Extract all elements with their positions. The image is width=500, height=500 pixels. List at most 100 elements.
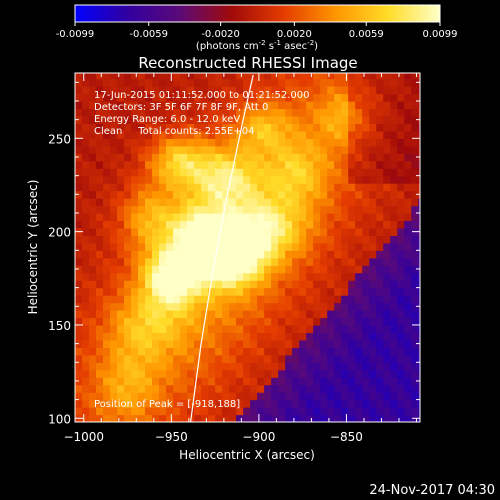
heatmap-cell (299, 130, 307, 139)
heatmap-cell (194, 317, 202, 326)
heatmap-cell (355, 145, 363, 154)
heatmap-cell (124, 250, 132, 259)
heatmap-cell (145, 369, 153, 378)
heatmap-cell (89, 384, 97, 393)
heatmap-cell (159, 392, 167, 401)
heatmap-cell (229, 73, 237, 80)
heatmap-cell (215, 86, 223, 95)
heatmap-cell (390, 145, 398, 154)
heatmap-cell (383, 100, 391, 110)
heatmap-cell (355, 190, 363, 199)
heatmap-cell (271, 407, 279, 416)
heatmap-cell (362, 212, 370, 222)
heatmap-cell (229, 205, 237, 214)
heatmap-cell (264, 153, 272, 162)
heatmap-cell (320, 407, 328, 416)
heatmap-cell (362, 160, 370, 169)
heatmap-cell (285, 392, 293, 401)
heatmap-cell (131, 212, 139, 222)
heatmap-cell (341, 310, 349, 319)
heatmap-cell (194, 220, 202, 229)
heatmap-cell (383, 78, 391, 87)
heatmap-cell (257, 265, 265, 274)
heatmap-cell (348, 272, 356, 281)
heatmap-cell (131, 332, 139, 341)
heatmap-cell (159, 123, 167, 132)
heatmap-cell (82, 362, 90, 371)
heatmap-cell (243, 235, 251, 244)
heatmap-cell (355, 392, 363, 401)
heatmap-cell (82, 190, 90, 199)
heatmap-cell (131, 198, 139, 207)
heatmap-cell (320, 250, 328, 259)
heatmap-cell (376, 153, 384, 162)
heatmap-cell (201, 153, 209, 162)
heatmap-cell (243, 384, 251, 393)
heatmap-cell (264, 369, 272, 378)
heatmap-cell (313, 212, 321, 222)
heatmap-cell (180, 399, 188, 408)
heatmap-cell (117, 115, 125, 124)
heatmap-cell (369, 212, 377, 222)
heatmap-cell (159, 339, 167, 348)
heatmap-cell (89, 302, 97, 311)
heatmap-cell (222, 145, 230, 154)
heatmap-cell (369, 362, 377, 371)
heatmap-cell (376, 250, 384, 259)
heatmap-cell (166, 347, 174, 356)
heatmap-cell (313, 205, 321, 214)
heatmap-cell (257, 235, 265, 244)
heatmap-cell (292, 78, 300, 87)
heatmap-cell (313, 317, 321, 326)
heatmap-cell (278, 392, 286, 401)
heatmap-cell (243, 414, 251, 422)
heatmap-cell (271, 123, 279, 132)
heatmap-cell (215, 302, 223, 311)
heatmap-cell (306, 347, 314, 356)
heatmap-cell (145, 138, 153, 147)
heatmap-cell (369, 198, 377, 207)
heatmap-cell (348, 280, 356, 289)
heatmap-cell (159, 242, 167, 251)
heatmap-cell (89, 295, 97, 304)
heatmap-cell (320, 123, 328, 132)
heatmap-cell (89, 123, 97, 132)
heatmap-cell (369, 257, 377, 266)
heatmap-cell (404, 392, 412, 401)
heatmap-cell (278, 265, 286, 274)
heatmap-cell (222, 86, 230, 95)
heatmap-cell (187, 392, 195, 401)
heatmap-cell (348, 302, 356, 311)
heatmap-cell (397, 272, 405, 281)
heatmap-cell (110, 302, 118, 311)
heatmap-cell (208, 250, 216, 259)
heatmap-cell (159, 250, 167, 259)
heatmap-cell (215, 227, 223, 236)
heatmap-cell (257, 205, 265, 214)
heatmap-cell (320, 175, 328, 184)
heatmap-cell (278, 399, 286, 408)
heatmap-cell (299, 108, 307, 117)
heatmap-cell (124, 212, 132, 222)
heatmap-cell (348, 138, 356, 147)
heatmap-cell (159, 287, 167, 296)
heatmap-cell (411, 183, 419, 192)
heatmap-cell (173, 332, 181, 341)
heatmap-cell (250, 73, 258, 80)
heatmap-cell (320, 73, 328, 80)
heatmap-cell (355, 108, 363, 117)
heatmap-cell (327, 287, 335, 296)
heatmap-cell (89, 168, 97, 177)
heatmap-cell (194, 295, 202, 304)
heatmap-cell (82, 339, 90, 348)
heatmap-cell (327, 175, 335, 184)
heatmap-cell (222, 100, 230, 110)
heatmap-cell (222, 153, 230, 162)
heatmap-cell (341, 280, 349, 289)
heatmap-cell (145, 220, 153, 229)
heatmap-cell (397, 86, 405, 95)
heatmap-cell (264, 384, 272, 393)
heatmap-cell (180, 280, 188, 289)
heatmap-cell (243, 257, 251, 266)
heatmap-cell (397, 354, 405, 363)
